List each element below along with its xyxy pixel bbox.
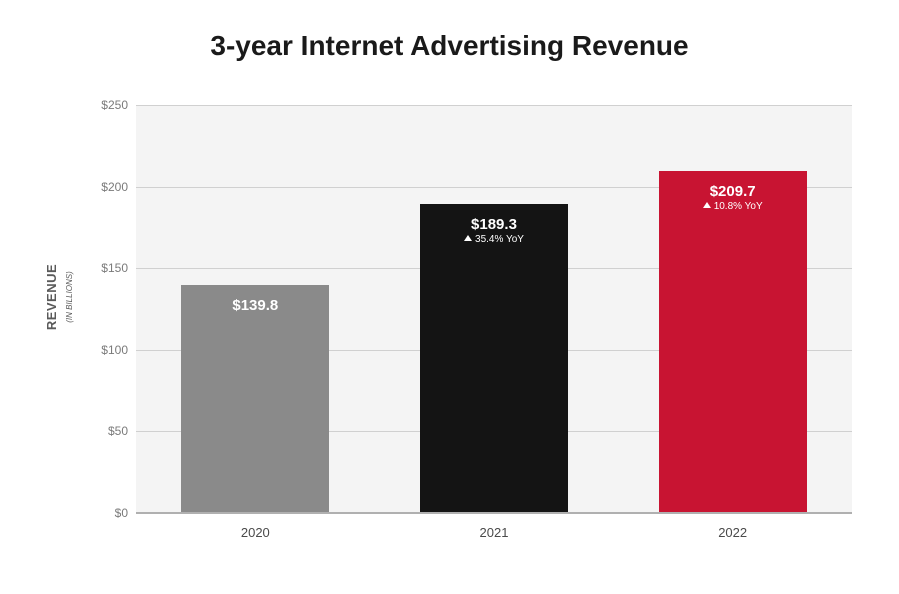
y-tick-label: $250 xyxy=(101,98,136,112)
bar-value-label: $209.7 xyxy=(659,183,807,200)
x-tick-label: 2022 xyxy=(718,513,747,540)
y-tick-label: $200 xyxy=(101,180,136,194)
bar-yoy-label: 10.8% YoY xyxy=(659,201,807,212)
triangle-up-icon xyxy=(464,235,472,241)
y-tick-label: $150 xyxy=(101,261,136,275)
bar: $139.8 xyxy=(181,285,329,513)
bar: $209.710.8% YoY xyxy=(659,171,807,513)
y-tick-label: $0 xyxy=(115,506,136,520)
y-axis-label-sub: (IN BILLIONS) xyxy=(65,271,74,323)
y-axis-title: REVENUE (IN BILLIONS) xyxy=(44,264,76,330)
bar-value-label: $189.3 xyxy=(420,216,568,233)
y-tick-label: $100 xyxy=(101,343,136,357)
gridline xyxy=(136,105,852,106)
x-tick-label: 2021 xyxy=(480,513,509,540)
x-tick-label: 2020 xyxy=(241,513,270,540)
bar-value-label: $139.8 xyxy=(181,297,329,314)
bar: $189.335.4% YoY xyxy=(420,204,568,513)
triangle-up-icon xyxy=(703,202,711,208)
x-axis-baseline xyxy=(136,512,852,514)
chart-title: 3-year Internet Advertising Revenue xyxy=(0,30,899,62)
y-tick-label: $50 xyxy=(108,424,136,438)
plot-area: $0$50$100$150$200$250$139.82020$189.335.… xyxy=(136,105,852,513)
y-axis-label-main: REVENUE xyxy=(44,264,59,330)
y-axis-title-container: REVENUE (IN BILLIONS) xyxy=(50,0,70,594)
bar-yoy-label: 35.4% YoY xyxy=(420,234,568,245)
